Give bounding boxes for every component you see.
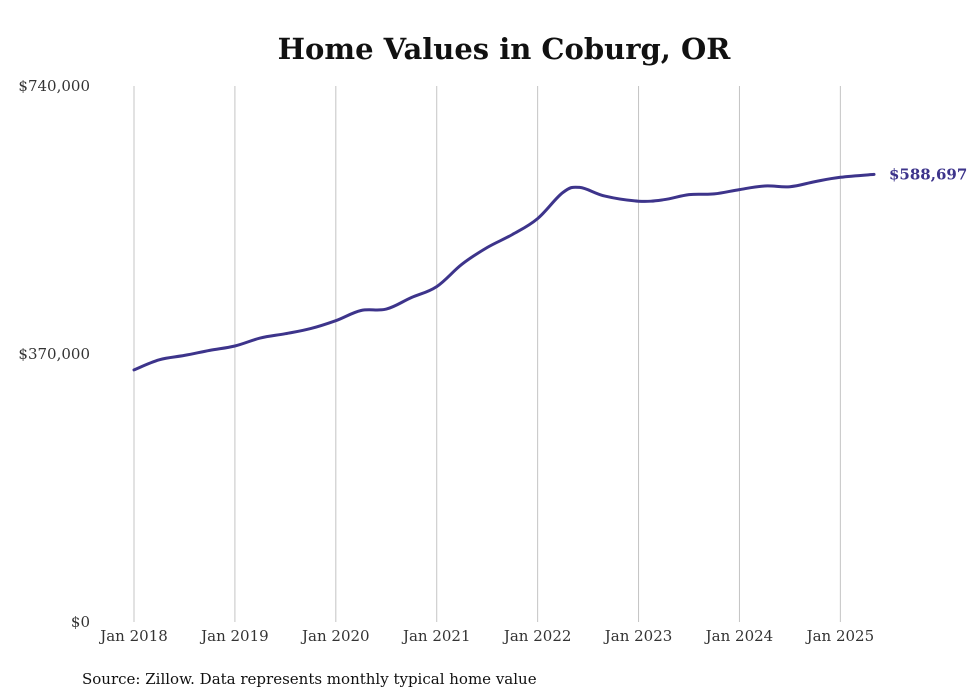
x-tick-label: Jan 2020 bbox=[300, 627, 370, 645]
x-tick-label: Jan 2018 bbox=[98, 627, 168, 645]
x-tick-label: Jan 2022 bbox=[502, 627, 572, 645]
end-value-label: $588,697 bbox=[889, 165, 967, 183]
chart-title: Home Values in Coburg, OR bbox=[278, 32, 732, 66]
x-tick-label: Jan 2019 bbox=[199, 627, 269, 645]
y-axis: $740,000 $370,000 $0 bbox=[18, 77, 90, 631]
x-axis: Jan 2018 Jan 2019 Jan 2020 Jan 2021 Jan 2022… bbox=[98, 627, 874, 645]
source-note: Source: Zillow. Data represents monthly … bbox=[82, 670, 537, 688]
x-tick-label: Jan 2024 bbox=[704, 627, 774, 645]
x-tick-label: Jan 2021 bbox=[401, 627, 471, 645]
x-tick-label: Jan 2023 bbox=[603, 627, 673, 645]
home-value-line bbox=[132, 172, 876, 372]
y-tick-label: $0 bbox=[71, 613, 90, 631]
x-tick-label: Jan 2025 bbox=[805, 627, 875, 645]
y-tick-label: $740,000 bbox=[18, 77, 90, 95]
x-gridlines bbox=[133, 86, 841, 622]
y-tick-label: $370,000 bbox=[18, 345, 90, 363]
